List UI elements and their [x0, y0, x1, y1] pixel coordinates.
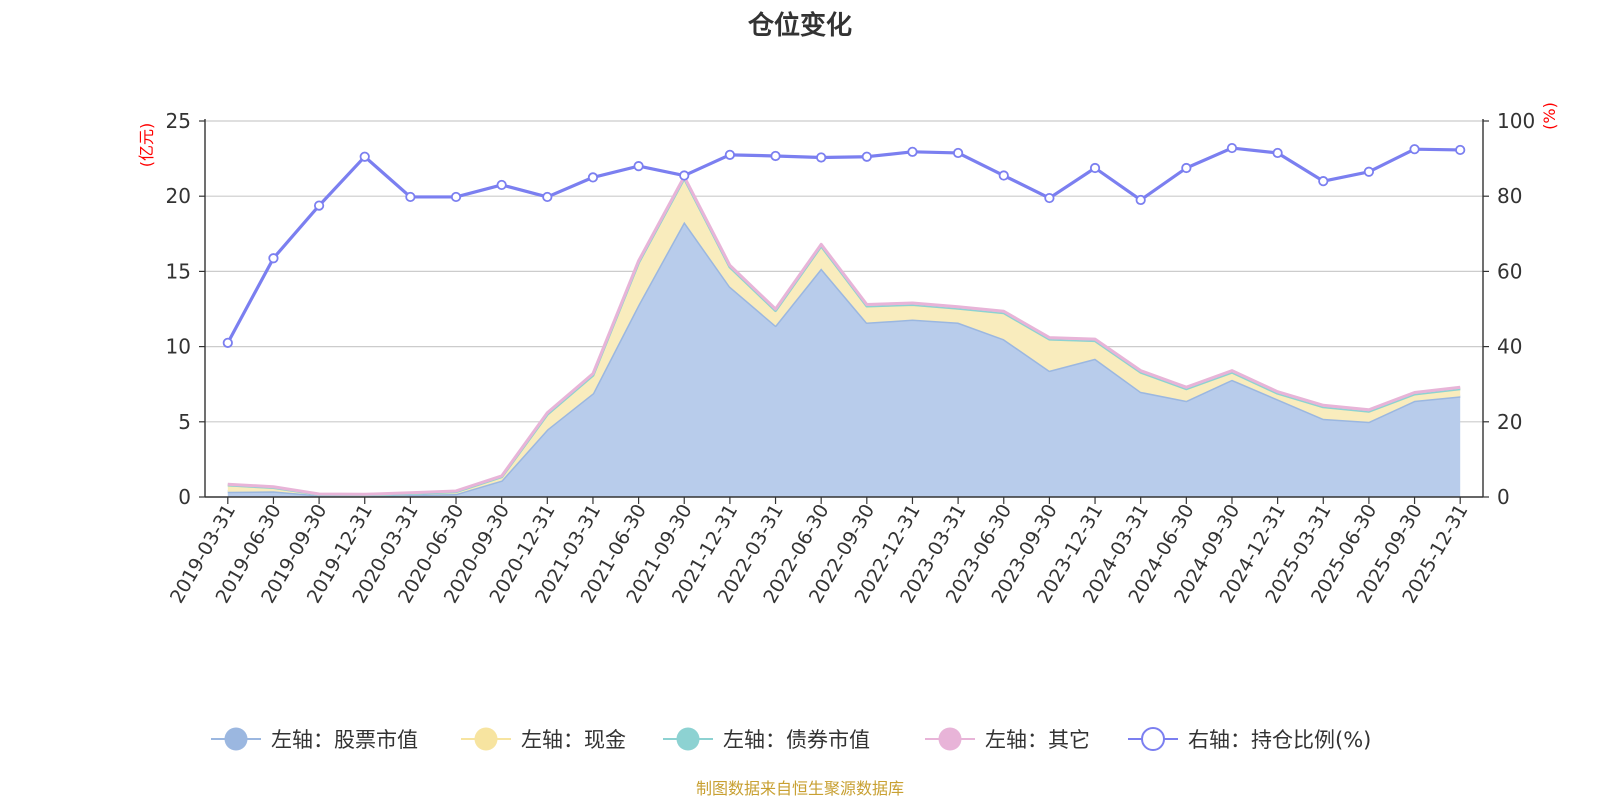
- legend-marker-2: [676, 727, 700, 751]
- left-tick-label-25: 25: [166, 109, 191, 133]
- ratio-point-21: [1181, 162, 1192, 174]
- ratio-point-16: [953, 147, 964, 159]
- ratio-point-14: [861, 151, 872, 162]
- legend: 左轴：股票市值 左轴：现金 左轴：债券市值 左轴：其它 右轴：持仓比例(%): [211, 727, 1371, 752]
- legend-marker-3: [938, 727, 962, 751]
- ratio-point-10: [679, 170, 690, 181]
- left-tick-label-15: 15: [166, 259, 191, 283]
- ratio-point-1: [268, 253, 279, 264]
- left-tick-label-10: 10: [166, 335, 191, 359]
- ratio-point-23: [1272, 147, 1283, 159]
- ratio-point-22: [1226, 142, 1238, 154]
- ratio-point-26: [1409, 144, 1420, 155]
- ratio-point-18: [1044, 192, 1055, 204]
- legend-label-2: 左轴：债券市值: [723, 728, 870, 752]
- legend-label-4: 右轴：持仓比例(%): [1188, 728, 1371, 752]
- legend-marker-0: [224, 727, 248, 751]
- ratio-point-7: [542, 191, 553, 203]
- right-tick-label-100: 100: [1497, 109, 1535, 133]
- ratio-point-4: [405, 191, 416, 203]
- legend-label-0: 左轴：股票市值: [271, 728, 418, 752]
- ratio-point-8: [587, 172, 599, 183]
- ratio-point-25: [1363, 166, 1375, 177]
- legend-label-1: 左轴：现金: [521, 728, 626, 752]
- right-tick-label-60: 60: [1497, 259, 1522, 283]
- legend-marker-1: [474, 727, 498, 751]
- ratio-point-24: [1318, 176, 1329, 187]
- left-axis-unit: (亿元): [137, 123, 156, 168]
- ratio-point-9: [633, 161, 644, 172]
- ratio-point-19: [1089, 162, 1101, 174]
- right-tick-label-80: 80: [1497, 184, 1522, 208]
- source-note: 制图数据来自恒生聚源数据库: [696, 779, 904, 798]
- ratio-line: [226, 146, 1461, 344]
- ratio-point-0: [222, 337, 233, 348]
- ratio-point-3: [359, 151, 370, 162]
- ratio-point-12: [770, 150, 781, 162]
- ratio-point-17: [998, 170, 1009, 181]
- right-tick-label-20: 20: [1497, 410, 1522, 434]
- right-axis-unit: (%): [1540, 102, 1559, 130]
- area-series-layer: [227, 175, 1461, 497]
- chart-title: 仓位变化: [747, 10, 852, 41]
- left-tick-label-20: 20: [166, 184, 191, 208]
- ratio-point-15: [907, 146, 918, 157]
- ratio-point-11: [724, 149, 735, 160]
- right-tick-label-0: 0: [1497, 485, 1510, 509]
- ratio-point-13: [816, 152, 827, 163]
- ratio-line-layer: [222, 142, 1466, 348]
- area-series-0: [227, 221, 1461, 497]
- right-tick-label-40: 40: [1497, 335, 1522, 359]
- area-series-line-3: [227, 175, 1461, 496]
- legend-marker-4: [1141, 727, 1165, 751]
- legend-label-3: 左轴：其它: [985, 728, 1090, 752]
- ratio-point-27: [1455, 144, 1466, 156]
- ratio-point-5: [450, 191, 462, 203]
- ratio-point-6: [496, 179, 507, 191]
- ratio-point-2: [313, 200, 325, 211]
- ratio-point-20: [1135, 194, 1146, 206]
- left-tick-label-5: 5: [178, 410, 191, 434]
- left-tick-label-0: 0: [178, 485, 191, 509]
